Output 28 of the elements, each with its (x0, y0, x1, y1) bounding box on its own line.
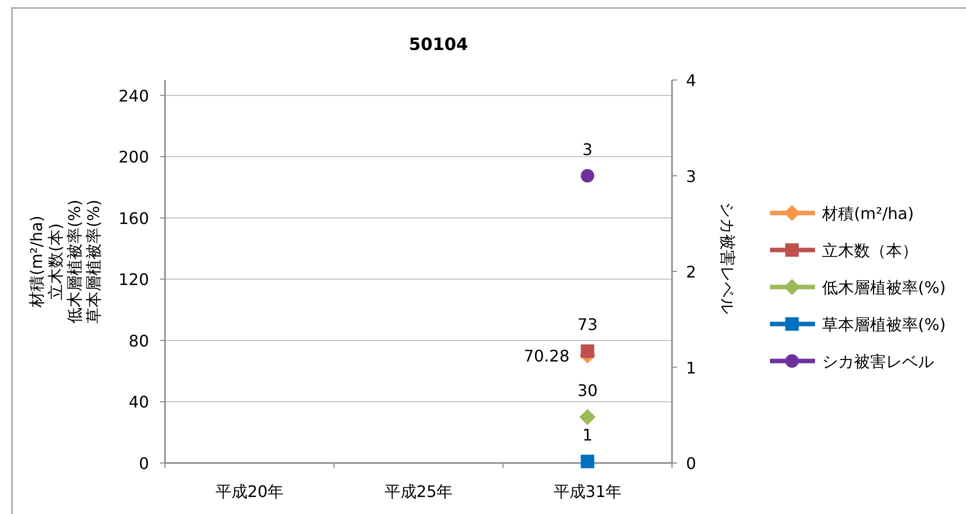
y-tick-label: 80 (128, 331, 149, 350)
y-tick-label: 200 (118, 148, 149, 167)
data-label: 70.28 (524, 346, 570, 366)
y-axis-title: 材積(m²/ha) 立木数(本) 低木層植被率(%) 草本層植被率(%) (27, 200, 103, 324)
y2-axis-title: シカ被害レベル (718, 202, 737, 314)
data-label: 73 (577, 315, 598, 334)
legend-label: 低木層植被率(%) (822, 278, 946, 297)
data-label: 30 (577, 381, 598, 400)
y-tick-label: 120 (118, 270, 149, 290)
legend-label: 立木数（本） (822, 241, 918, 260)
chart-title: 50104 (408, 35, 468, 55)
x-tick-label: 平成25年 (384, 482, 453, 501)
y2-tick-label: 1 (686, 358, 696, 378)
y-tick-label: 240 (118, 86, 149, 106)
y2-tick-label: 4 (686, 71, 696, 90)
y-tick-label: 40 (128, 392, 149, 412)
y-tick-label: 0 (138, 454, 149, 473)
y2-tick-label: 2 (686, 262, 696, 282)
y-tick-label: 160 (118, 208, 149, 228)
y2-tick-label: 3 (686, 166, 696, 186)
data-label: 1 (582, 425, 593, 444)
legend-label: 草本層植被率(%) (822, 315, 946, 334)
y2-tick-label: 0 (686, 454, 696, 473)
x-tick-label: 平成20年 (215, 482, 284, 501)
data-label: 3 (582, 140, 593, 159)
x-tick-label: 平成31年 (553, 482, 622, 501)
legend-label: シカ被害レベル (822, 352, 934, 371)
legend-label: 材積(m²/ha) (821, 204, 914, 223)
